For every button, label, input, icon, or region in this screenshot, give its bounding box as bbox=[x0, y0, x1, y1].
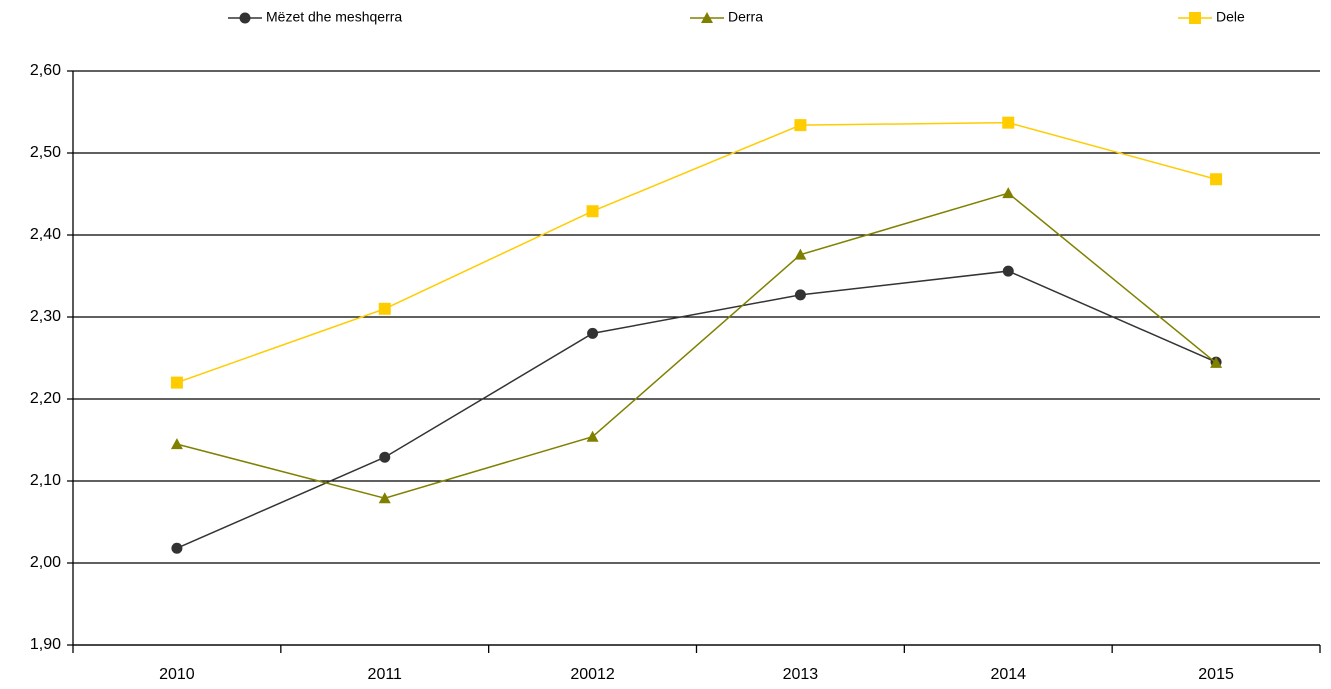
marker bbox=[170, 376, 183, 389]
series-line bbox=[176, 192, 1217, 499]
y-tick-label: 2,30 bbox=[30, 308, 61, 325]
marker bbox=[586, 430, 599, 442]
legend-label: Mëzet dhe meshqerra bbox=[266, 9, 402, 25]
y-tick-label: 2,60 bbox=[30, 62, 61, 79]
marker bbox=[586, 205, 599, 218]
y-tick-label: 1,90 bbox=[30, 636, 61, 653]
x-tick-label: 2010 bbox=[159, 666, 195, 683]
marker bbox=[171, 542, 183, 554]
y-tick-label: 2,20 bbox=[30, 390, 61, 407]
marker bbox=[1002, 116, 1015, 129]
y-tick-label: 2,10 bbox=[30, 472, 61, 489]
y-tick-label: 2,00 bbox=[30, 554, 61, 571]
marker bbox=[1210, 173, 1223, 186]
marker bbox=[1002, 187, 1015, 199]
marker bbox=[1002, 265, 1014, 277]
x-tick-label: 2011 bbox=[368, 666, 403, 683]
legend-label: Derra bbox=[728, 9, 763, 25]
series-line bbox=[176, 121, 1217, 384]
x-tick-label: 2013 bbox=[783, 666, 819, 683]
marker bbox=[587, 327, 599, 339]
y-tick-label: 2,50 bbox=[30, 144, 61, 161]
marker bbox=[794, 289, 806, 301]
marker bbox=[378, 492, 391, 504]
x-tick-label: 2015 bbox=[1198, 666, 1234, 683]
marker bbox=[1210, 356, 1223, 368]
marker bbox=[794, 119, 807, 132]
marker bbox=[170, 438, 183, 450]
x-tick-label: 2014 bbox=[990, 666, 1026, 683]
marker bbox=[379, 451, 391, 463]
marker bbox=[239, 12, 251, 24]
y-tick-label: 2,40 bbox=[30, 226, 61, 243]
marker bbox=[794, 248, 807, 260]
series-line bbox=[176, 270, 1217, 549]
legend-label: Dele bbox=[1216, 9, 1245, 25]
marker bbox=[701, 12, 713, 23]
marker bbox=[378, 302, 391, 315]
marker bbox=[1189, 12, 1201, 24]
x-tick-label: 20012 bbox=[570, 666, 615, 683]
